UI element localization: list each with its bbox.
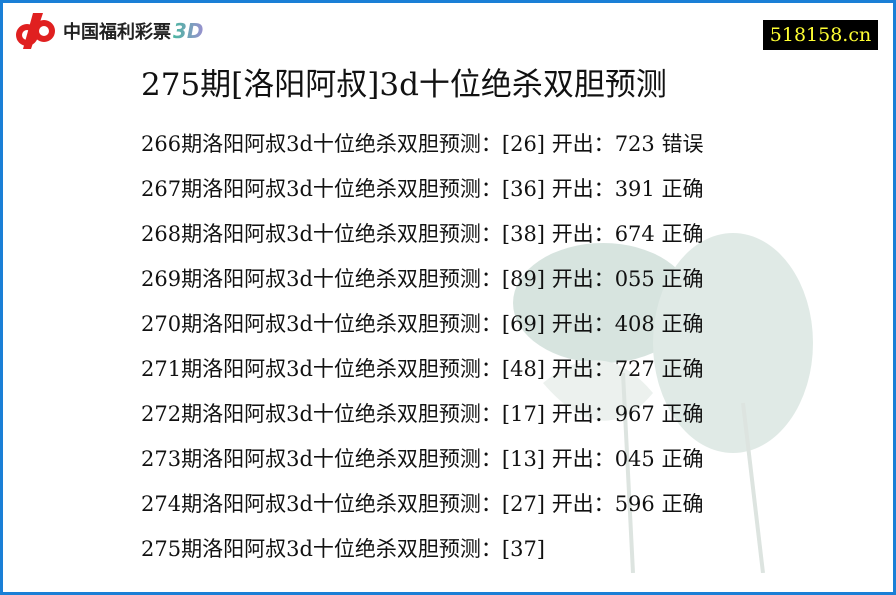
prediction-row: 275期洛阳阿叔3d十位绝杀双胆预测：[37] (141, 532, 703, 577)
prediction-row: 273期洛阳阿叔3d十位绝杀双胆预测：[13] 开出：045 正确 (141, 442, 703, 487)
row-label: 275期洛阳阿叔3d十位绝杀双胆预测： (141, 537, 502, 561)
row-result: 正确 (661, 222, 704, 246)
row-pick: [37] (501, 537, 545, 561)
row-result: 正确 (661, 447, 704, 471)
row-drawn-number: 967 (614, 402, 655, 426)
row-pick: [36] (501, 177, 545, 201)
row-pick: [26] (501, 132, 545, 156)
row-drawn-number: 674 (614, 222, 655, 246)
logo-3d-text: 3D (173, 19, 204, 43)
row-result: 正确 (661, 312, 704, 336)
prediction-row: 271期洛阳阿叔3d十位绝杀双胆预测：[48] 开出：727 正确 (141, 352, 703, 397)
row-drawn-label: 开出： (551, 492, 615, 516)
row-drawn-number: 596 (614, 492, 655, 516)
row-label: 270期洛阳阿叔3d十位绝杀双胆预测： (141, 312, 502, 336)
page-title: 275期[洛阳阿叔]3d十位绝杀双胆预测 (141, 67, 667, 103)
row-label: 274期洛阳阿叔3d十位绝杀双胆预测： (141, 492, 502, 516)
prediction-row: 274期洛阳阿叔3d十位绝杀双胆预测：[27] 开出：596 正确 (141, 487, 703, 532)
row-pick: [38] (501, 222, 545, 246)
prediction-row: 270期洛阳阿叔3d十位绝杀双胆预测：[69] 开出：408 正确 (141, 307, 703, 352)
site-badge: 518158.cn (763, 20, 878, 50)
row-pick: [17] (501, 402, 545, 426)
row-drawn-label: 开出： (551, 447, 615, 471)
row-drawn-label: 开出： (551, 267, 615, 291)
row-drawn-number: 391 (614, 177, 655, 201)
prediction-row: 268期洛阳阿叔3d十位绝杀双胆预测：[38] 开出：674 正确 (141, 217, 703, 262)
row-drawn-number: 408 (614, 312, 655, 336)
prediction-row: 266期洛阳阿叔3d十位绝杀双胆预测：[26] 开出：723 错误 (141, 127, 703, 172)
row-result: 错误 (661, 132, 704, 156)
row-pick: [89] (501, 267, 545, 291)
row-label: 267期洛阳阿叔3d十位绝杀双胆预测： (141, 177, 502, 201)
row-label: 269期洛阳阿叔3d十位绝杀双胆预测： (141, 267, 502, 291)
row-label: 272期洛阳阿叔3d十位绝杀双胆预测： (141, 402, 502, 426)
row-result: 正确 (661, 402, 704, 426)
row-drawn-label: 开出： (551, 402, 615, 426)
row-drawn-number: 723 (614, 132, 655, 156)
prediction-list: 266期洛阳阿叔3d十位绝杀双胆预测：[26] 开出：723 错误 267期洛阳阿… (141, 127, 703, 577)
row-label: 266期洛阳阿叔3d十位绝杀双胆预测： (141, 132, 502, 156)
prediction-row: 269期洛阳阿叔3d十位绝杀双胆预测：[89] 开出：055 正确 (141, 262, 703, 307)
row-drawn-number: 055 (614, 267, 655, 291)
prediction-row: 272期洛阳阿叔3d十位绝杀双胆预测：[17] 开出：967 正确 (141, 397, 703, 442)
prediction-row: 267期洛阳阿叔3d十位绝杀双胆预测：[36] 开出：391 正确 (141, 172, 703, 217)
row-pick: [69] (501, 312, 545, 336)
row-result: 正确 (661, 267, 704, 291)
row-drawn-label: 开出： (551, 177, 615, 201)
row-pick: [48] (501, 357, 545, 381)
row-label: 273期洛阳阿叔3d十位绝杀双胆预测： (141, 447, 502, 471)
row-result: 正确 (661, 357, 704, 381)
row-drawn-label: 开出： (551, 222, 615, 246)
row-label: 271期洛阳阿叔3d十位绝杀双胆预测： (141, 357, 502, 381)
row-result: 正确 (661, 492, 704, 516)
logo-text: 中国福利彩票 (63, 22, 171, 43)
row-result: 正确 (661, 177, 704, 201)
row-pick: [27] (501, 492, 545, 516)
cwl-3d-logo: 中国福利彩票 3D (13, 11, 204, 51)
row-drawn-label: 开出： (551, 312, 615, 336)
welfare-lottery-logo-icon (16, 13, 55, 49)
lotus-background-image (513, 233, 813, 573)
row-drawn-label: 开出： (551, 132, 615, 156)
row-drawn-number: 045 (614, 447, 655, 471)
row-drawn-label: 开出： (551, 357, 615, 381)
row-label: 268期洛阳阿叔3d十位绝杀双胆预测： (141, 222, 502, 246)
row-drawn-number: 727 (614, 357, 655, 381)
row-pick: [13] (501, 447, 545, 471)
